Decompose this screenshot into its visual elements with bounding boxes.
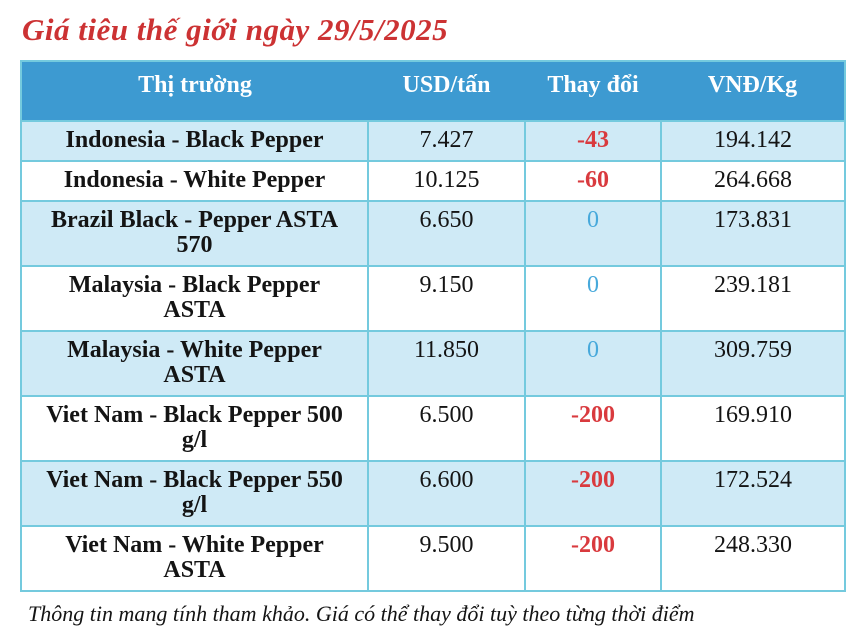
vnd-price-cell: 264.668	[660, 160, 846, 202]
table-header-row: Thị trường USD/tấn Thay đổi VNĐ/Kg	[21, 61, 845, 121]
table-row: Viet Nam - Black Pepper 550 g/l 6.600 -2…	[20, 460, 846, 527]
change-cell: 0	[524, 200, 662, 267]
change-cell: -200	[524, 460, 662, 527]
column-header-vnd-per-kg: VNĐ/Kg	[661, 61, 845, 121]
disclaimer-text: Thông tin mang tính tham khảo. Giá có th…	[28, 601, 695, 626]
market-cell: Viet Nam - Black Pepper 500 g/l	[20, 395, 369, 462]
change-cell: -60	[524, 160, 662, 202]
usd-price-cell: 9.500	[367, 525, 526, 592]
usd-price-cell: 10.125	[367, 160, 526, 202]
vnd-price-cell: 309.759	[660, 330, 846, 397]
change-cell: -200	[524, 525, 662, 592]
change-cell: -200	[524, 395, 662, 462]
vnd-price-cell: 173.831	[660, 200, 846, 267]
usd-price-cell: 6.650	[367, 200, 526, 267]
page-title: Giá tiêu thế giới ngày 29/5/2025	[22, 12, 449, 47]
change-cell: -43	[524, 120, 662, 162]
market-cell: Viet Nam - Black Pepper 550 g/l	[20, 460, 369, 527]
column-header-market: Thị trường	[21, 61, 368, 121]
table-row: Indonesia - Black Pepper 7.427 -43 194.1…	[20, 120, 846, 162]
vnd-price-cell: 248.330	[660, 525, 846, 592]
market-cell: Indonesia - White Pepper	[20, 160, 369, 202]
change-cell: 0	[524, 265, 662, 332]
column-header-change: Thay đổi	[525, 61, 661, 121]
usd-price-cell: 11.850	[367, 330, 526, 397]
table-row: Brazil Black - Pepper ASTA 570 6.650 0 1…	[20, 200, 846, 267]
market-cell: Brazil Black - Pepper ASTA 570	[20, 200, 369, 267]
vnd-price-cell: 169.910	[660, 395, 846, 462]
table-row: Indonesia - White Pepper 10.125 -60 264.…	[20, 160, 846, 202]
change-cell: 0	[524, 330, 662, 397]
market-cell: Malaysia - White Pepper ASTA	[20, 330, 369, 397]
table-row: Malaysia - Black Pepper ASTA 9.150 0 239…	[20, 265, 846, 332]
pepper-price-table: Thị trường USD/tấn Thay đổi VNĐ/Kg Indon…	[20, 60, 846, 592]
usd-price-cell: 9.150	[367, 265, 526, 332]
table-row: Viet Nam - White Pepper ASTA 9.500 -200 …	[20, 525, 846, 592]
usd-price-cell: 6.600	[367, 460, 526, 527]
usd-price-cell: 7.427	[367, 120, 526, 162]
vnd-price-cell: 239.181	[660, 265, 846, 332]
column-header-usd-per-ton: USD/tấn	[368, 61, 525, 121]
market-cell: Viet Nam - White Pepper ASTA	[20, 525, 369, 592]
vnd-price-cell: 194.142	[660, 120, 846, 162]
usd-price-cell: 6.500	[367, 395, 526, 462]
vnd-price-cell: 172.524	[660, 460, 846, 527]
table-row: Viet Nam - Black Pepper 500 g/l 6.500 -2…	[20, 395, 846, 462]
market-cell: Indonesia - Black Pepper	[20, 120, 369, 162]
market-cell: Malaysia - Black Pepper ASTA	[20, 265, 369, 332]
table-row: Malaysia - White Pepper ASTA 11.850 0 30…	[20, 330, 846, 397]
